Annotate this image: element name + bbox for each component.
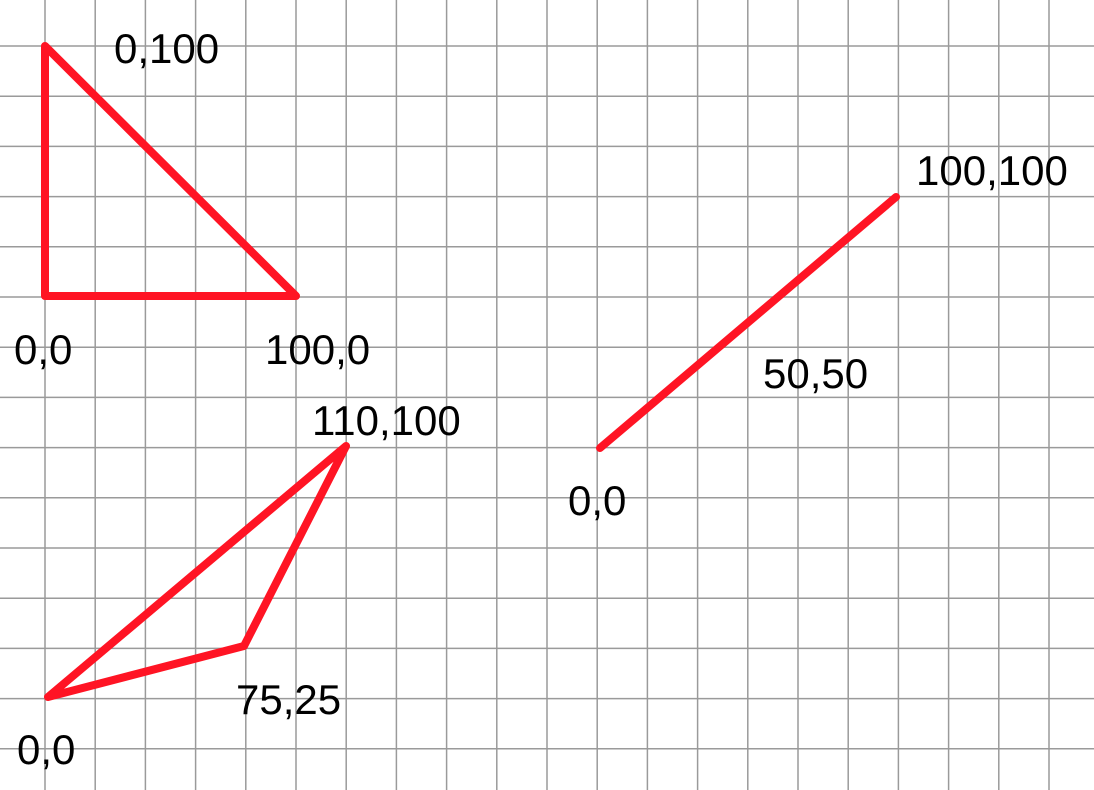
right-triangle-right-label: 100,0: [265, 326, 370, 373]
line-mid-label: 50,50: [763, 350, 868, 397]
obtuse-triangle-origin-label: 0,0: [17, 726, 75, 773]
diagonal-line-shape: [596, 193, 900, 452]
obtuse-triangle-top-label: 110,100: [312, 397, 461, 444]
right-triangle-shape: [41, 42, 300, 300]
right-triangle-top-label: 0,100: [114, 25, 219, 72]
obtuse-triangle-middle-label: 75,25: [236, 676, 341, 723]
line-end-label: 100,100: [916, 147, 1068, 194]
line-origin-label: 0,0: [568, 477, 626, 524]
obtuse-triangle-shape: [44, 442, 350, 701]
right-triangle-origin-label: 0,0: [14, 326, 72, 373]
